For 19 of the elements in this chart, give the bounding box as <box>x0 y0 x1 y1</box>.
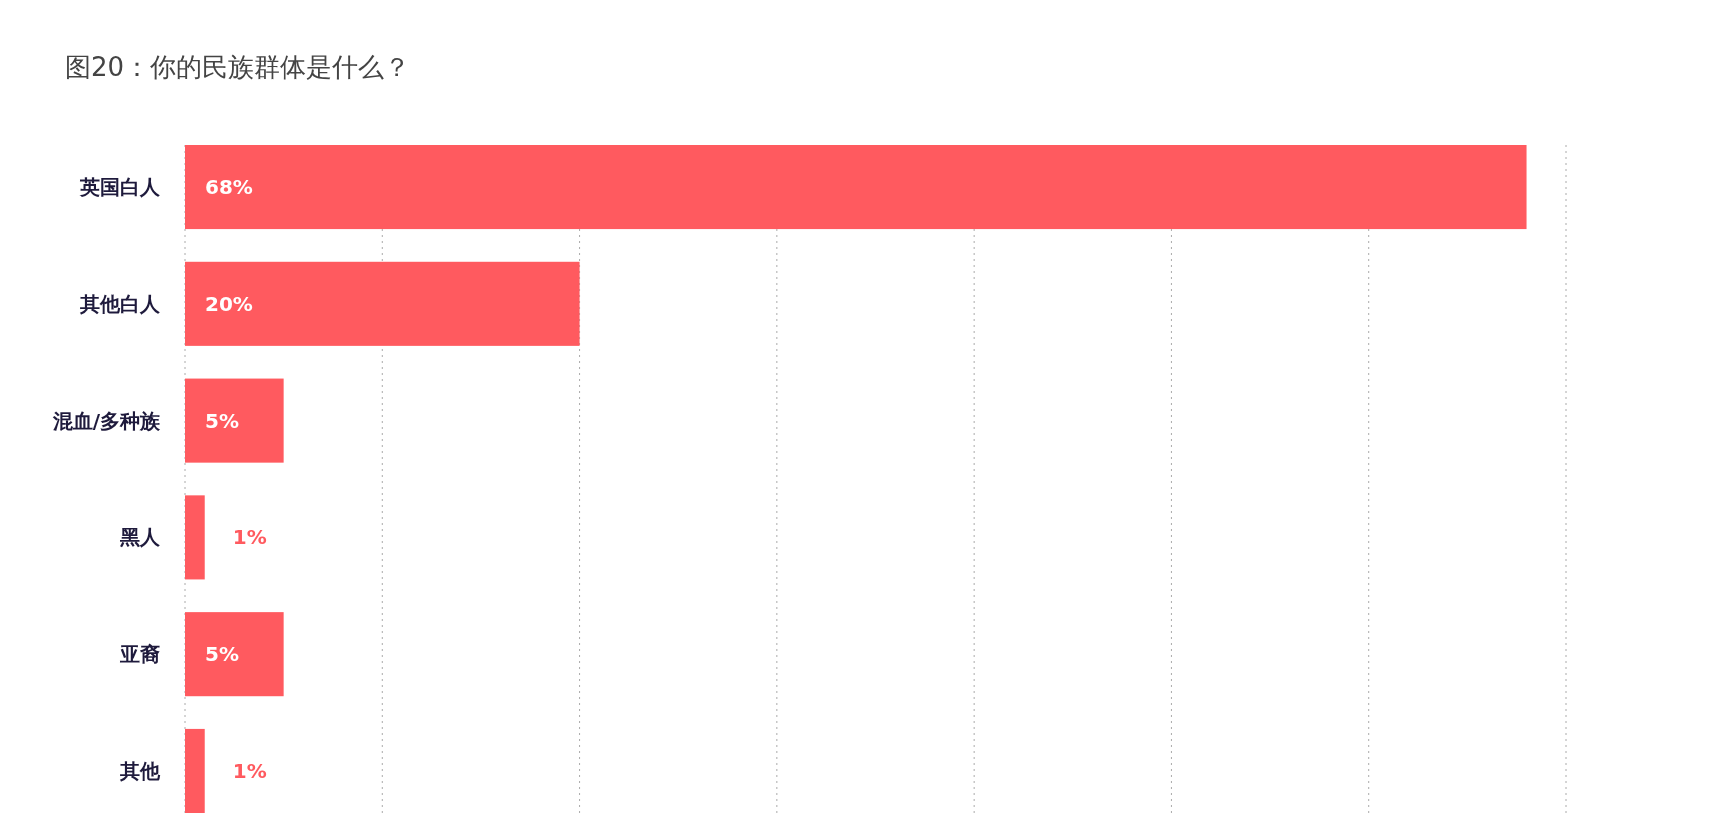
data-label: 68% <box>205 175 253 200</box>
y-tick-label: 其他白人 <box>79 291 161 316</box>
bar <box>185 728 205 813</box>
bar <box>185 261 580 346</box>
bar <box>185 145 1527 230</box>
data-label: 1% <box>232 525 267 550</box>
y-tick-label: 黑人 <box>119 525 161 550</box>
y-tick-label: 其他 <box>119 758 161 783</box>
data-label: 20% <box>205 291 253 316</box>
y-tick-label: 英国白人 <box>79 175 161 200</box>
chart-title: 图20：你的民族群体是什么？ <box>65 52 411 82</box>
data-label: 5% <box>205 408 239 433</box>
data-label: 5% <box>205 642 239 667</box>
bar <box>185 495 205 580</box>
y-tick-label: 混血/多种族 <box>51 408 161 433</box>
bar <box>185 612 284 697</box>
bar <box>185 378 284 463</box>
data-label: 1% <box>232 758 267 783</box>
y-tick-label: 亚裔 <box>119 642 160 667</box>
